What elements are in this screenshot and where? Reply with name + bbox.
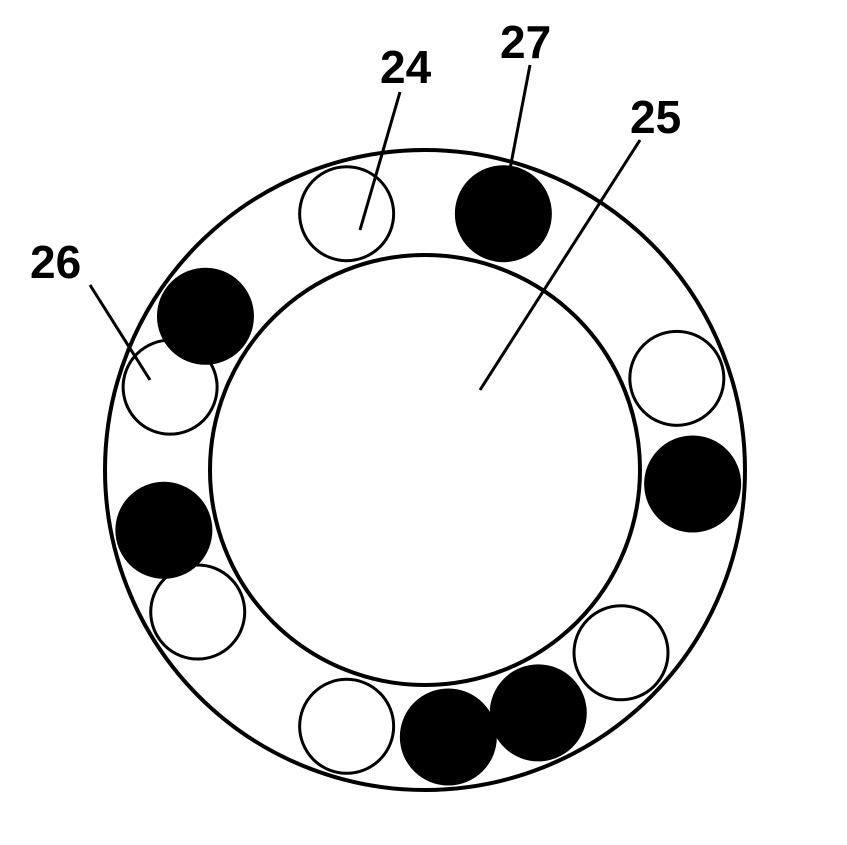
empty-circle bbox=[151, 565, 245, 659]
filled-circle bbox=[158, 269, 252, 363]
empty-circle bbox=[630, 331, 724, 425]
callout-label-24: 24 bbox=[380, 40, 431, 94]
ring-diagram bbox=[0, 0, 847, 845]
empty-circle bbox=[300, 679, 394, 773]
filled-circle bbox=[646, 437, 740, 531]
callout-label-27: 27 bbox=[500, 15, 551, 69]
inner-ring bbox=[210, 255, 640, 685]
filled-circle bbox=[117, 483, 211, 577]
callout-label-26: 26 bbox=[30, 235, 81, 289]
callout-label-25: 25 bbox=[630, 90, 681, 144]
empty-circle bbox=[574, 606, 668, 700]
filled-circle bbox=[401, 690, 495, 784]
empty-circle bbox=[300, 167, 394, 261]
filled-circle bbox=[456, 167, 550, 261]
diagram-container: 24 25 26 27 bbox=[0, 0, 847, 845]
filled-circle bbox=[491, 666, 585, 760]
